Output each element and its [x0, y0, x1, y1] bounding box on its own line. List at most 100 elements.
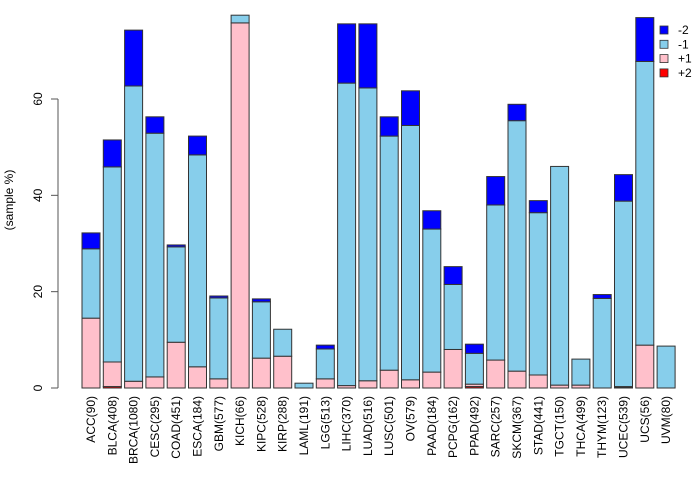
y-axis-label: (sample %) — [2, 170, 16, 231]
bar-segment-cesc-1 — [146, 377, 164, 388]
bar-segment-skcm-1 — [508, 371, 526, 388]
bar-segment-kipc-1 — [252, 358, 270, 388]
x-tick-label: SKCM(367) — [510, 396, 524, 459]
bar-segment-lusc-1 — [380, 370, 398, 388]
legend-label: -2 — [678, 23, 689, 37]
bar-segment-ucec-3 — [615, 175, 633, 201]
bar-segment-coad-3 — [167, 245, 185, 247]
bar-segment-laml-2 — [295, 383, 313, 388]
x-tick-label: PAAD(184) — [425, 396, 439, 456]
x-tick-label: PCPG(162) — [446, 396, 460, 458]
bar-segment-kipc-3 — [252, 299, 270, 302]
bar-segment-kich-1 — [231, 23, 249, 388]
bar-segment-paad-3 — [423, 211, 441, 229]
bar-segment-thym-3 — [593, 295, 611, 299]
bar-segment-lgg-2 — [316, 349, 334, 379]
x-tick-label: GBM(577) — [212, 396, 226, 451]
bar-segment-gbm-2 — [210, 298, 228, 379]
bar-segment-stad-1 — [529, 375, 547, 388]
bar-segment-esca-2 — [189, 155, 207, 367]
bar-segment-skcm-3 — [508, 104, 526, 120]
bar-segment-ov-1 — [402, 380, 420, 388]
x-tick-label: KIRP(288) — [276, 396, 290, 452]
y-tick-label: 40 — [31, 188, 45, 202]
bar-segment-pcpg-1 — [444, 349, 462, 388]
x-tick-label: KIPC(528) — [254, 396, 268, 452]
bar-segment-lihc-2 — [338, 83, 356, 385]
bar-segment-luad-2 — [359, 88, 377, 381]
bar-segment-luad-3 — [359, 24, 377, 88]
x-tick-label: OV(579) — [404, 396, 418, 441]
bars-group — [82, 15, 675, 388]
bar-segment-pcpg-2 — [444, 284, 462, 349]
x-tick-label: BLCA(408) — [105, 396, 119, 455]
legend-label: -1 — [678, 37, 689, 51]
x-tick-label: TGCT(150) — [553, 396, 567, 457]
bar-segment-ucs-1 — [636, 345, 654, 388]
legend-swatch — [660, 26, 668, 34]
bar-segment-kipc-2 — [252, 302, 270, 358]
x-tick-label: UCEC(539) — [617, 396, 631, 458]
bar-segment-lgg-1 — [316, 379, 334, 388]
bar-segment-blca-3 — [103, 140, 121, 167]
x-tick-label: ESCA(184) — [191, 396, 205, 457]
x-tick-label: SARC(257) — [489, 396, 503, 457]
bar-segment-ppad-2 — [465, 353, 483, 384]
legend-label: +2 — [678, 66, 692, 80]
bar-segment-tgct-2 — [551, 166, 569, 385]
bar-segment-acc-1 — [82, 318, 100, 388]
legend-label: +1 — [678, 52, 692, 66]
bar-segment-cesc-2 — [146, 133, 164, 377]
bar-segment-coad-2 — [167, 247, 185, 342]
bar-segment-uvm-2 — [657, 346, 675, 388]
x-tick-label: THCA(499) — [574, 396, 588, 457]
bar-segment-brca-3 — [125, 30, 143, 86]
y-tick-label: 60 — [31, 92, 45, 106]
legend-swatch — [660, 55, 668, 63]
bar-segment-ucec-2 — [615, 201, 633, 386]
bar-segment-ov-2 — [402, 125, 420, 379]
bar-segment-ov-3 — [402, 91, 420, 126]
bar-segment-paad-2 — [423, 229, 441, 372]
x-tick-label: KICH(66) — [233, 396, 247, 446]
x-tick-label: UVM(80) — [659, 396, 673, 444]
x-tick-label: LGG(513) — [318, 396, 332, 449]
x-tick-label: PPAD(492) — [467, 396, 481, 456]
bar-segment-sarc-3 — [487, 177, 505, 205]
bar-segment-ucs-2 — [636, 61, 654, 345]
bar-segment-brca-1 — [125, 381, 143, 388]
bar-segment-cesc-3 — [146, 117, 164, 133]
bar-segment-ppad-3 — [465, 344, 483, 353]
x-tick-label: BRCA(1080) — [127, 396, 141, 464]
bar-segment-blca-1 — [103, 362, 121, 387]
y-tick-label: 20 — [31, 285, 45, 299]
x-tick-label: COAD(451) — [169, 396, 183, 459]
x-tick-label: LIHC(370) — [340, 396, 354, 451]
x-tick-label: UCS(56) — [638, 396, 652, 443]
bar-segment-paad-1 — [423, 372, 441, 388]
bar-segment-coad-1 — [167, 342, 185, 388]
bar-segment-luad-1 — [359, 381, 377, 388]
x-tick-label: LUAD(516) — [361, 396, 375, 456]
x-tick-label: ACC(90) — [84, 396, 98, 443]
bar-segment-esca-3 — [189, 136, 207, 155]
bar-segment-kich-2 — [231, 15, 249, 23]
bar-segment-sarc-1 — [487, 360, 505, 388]
bar-segment-acc-3 — [82, 233, 100, 249]
x-tick-label: THYM(123) — [595, 396, 609, 458]
x-tick-label: CESC(295) — [148, 396, 162, 457]
x-axis-labels: ACC(90) BLCA(408) BRCA(1080) CESC(295) COAD(… — [84, 396, 673, 464]
legend-swatch — [660, 40, 668, 48]
bar-segment-stad-3 — [529, 201, 547, 213]
bar-segment-blca-2 — [103, 167, 121, 362]
bar-segment-thym-2 — [593, 298, 611, 388]
bar-segment-thca-2 — [572, 359, 590, 385]
bar-segment-acc-2 — [82, 249, 100, 318]
x-tick-label: STAD(441) — [531, 396, 545, 455]
bar-segment-brca-2 — [125, 86, 143, 381]
bar-segment-ucs-3 — [636, 18, 654, 62]
x-tick-label: LUSC(501) — [382, 396, 396, 456]
bar-segment-kirp-2 — [274, 329, 292, 356]
